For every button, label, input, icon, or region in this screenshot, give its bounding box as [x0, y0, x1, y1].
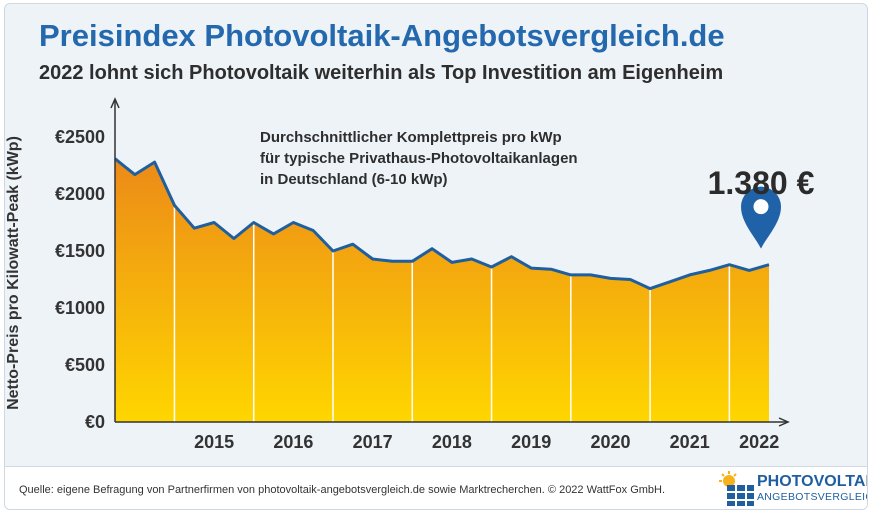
x-tick-label: 2018	[432, 432, 472, 452]
sun-panel-icon	[719, 471, 754, 506]
y-axis-label: Netto-Preis pro Kilowatt-Peak (kWp)	[5, 136, 22, 410]
chart-subtitle: 2022 lohnt sich Photovoltaik weiterhin a…	[39, 62, 724, 84]
annotation-line-2: für typische Privathaus-Photovoltaikanla…	[260, 150, 578, 167]
x-tick-label: 2017	[353, 432, 393, 452]
footer: Quelle: eigene Befragung von Partnerfirm…	[5, 466, 867, 509]
x-tick-label: 2022	[739, 432, 779, 452]
source-note: Quelle: eigene Befragung von Partnerfirm…	[19, 484, 666, 496]
chart-annotation: Durchschnittlicher Komplettpreis pro kWp…	[260, 127, 578, 190]
x-tick-label: 2021	[670, 432, 710, 452]
y-tick-label: €500	[65, 355, 105, 375]
annotation-line-1: Durchschnittlicher Komplettpreis pro kWp	[260, 129, 562, 146]
price-line	[114, 157, 770, 291]
x-axis-arrow	[778, 417, 790, 427]
map-pin-hole	[753, 199, 769, 215]
y-tick-label: €1500	[55, 241, 105, 261]
chart-svg: €0 €500 €1000 €1500 €2000 €2500 2015 2016 2017 20…	[55, 97, 815, 452]
logo-line-1: PHOTOVOLTAIK	[757, 473, 867, 490]
x-tick-label: 2019	[511, 432, 551, 452]
y-tick-label: €0	[85, 412, 105, 432]
y-tick-label: €1000	[55, 298, 105, 318]
x-tick-label: 2016	[273, 432, 313, 452]
x-tick-label: 2020	[590, 432, 630, 452]
map-pin-icon	[741, 186, 781, 249]
y-axis-arrow	[110, 97, 120, 109]
y-tick-label: €2500	[55, 127, 105, 147]
chart-title: Preisindex Photovoltaik-Angebotsvergleic…	[39, 18, 725, 53]
highlight-value-label: 1.380 €	[708, 165, 815, 201]
x-tick-label: 2015	[194, 432, 234, 452]
y-tick-label: €2000	[55, 184, 105, 204]
price-area	[115, 158, 769, 422]
logo-line-2: ANGEBOTSVERGLEICH	[757, 491, 867, 503]
annotation-line-3: in Deutschland (6-10 kWp)	[260, 171, 448, 188]
brand-logo: PHOTOVOLTAIK ANGEBOTSVERGLEICH	[717, 471, 867, 507]
chart-card: Preisindex Photovoltaik-Angebotsvergleic…	[4, 3, 868, 510]
